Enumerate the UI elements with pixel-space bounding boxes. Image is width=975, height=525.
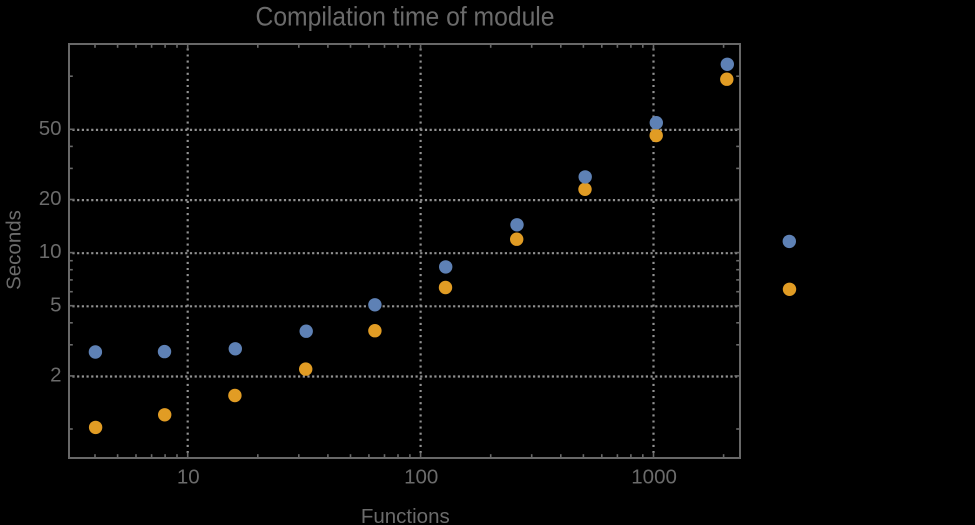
svg-text:20: 20: [39, 187, 62, 210]
svg-text:Seconds: Seconds: [3, 210, 26, 290]
svg-text:Functions: Functions: [361, 505, 450, 525]
svg-text:1000: 1000: [631, 465, 677, 488]
svg-text:100: 100: [404, 465, 438, 488]
svg-text:5: 5: [50, 293, 61, 316]
svg-text:Compilation time of module: Compilation time of module: [256, 1, 555, 31]
svg-text:10: 10: [39, 240, 62, 263]
svg-text:2: 2: [50, 364, 61, 387]
svg-text:50: 50: [39, 117, 62, 140]
svg-text:10: 10: [177, 465, 200, 488]
